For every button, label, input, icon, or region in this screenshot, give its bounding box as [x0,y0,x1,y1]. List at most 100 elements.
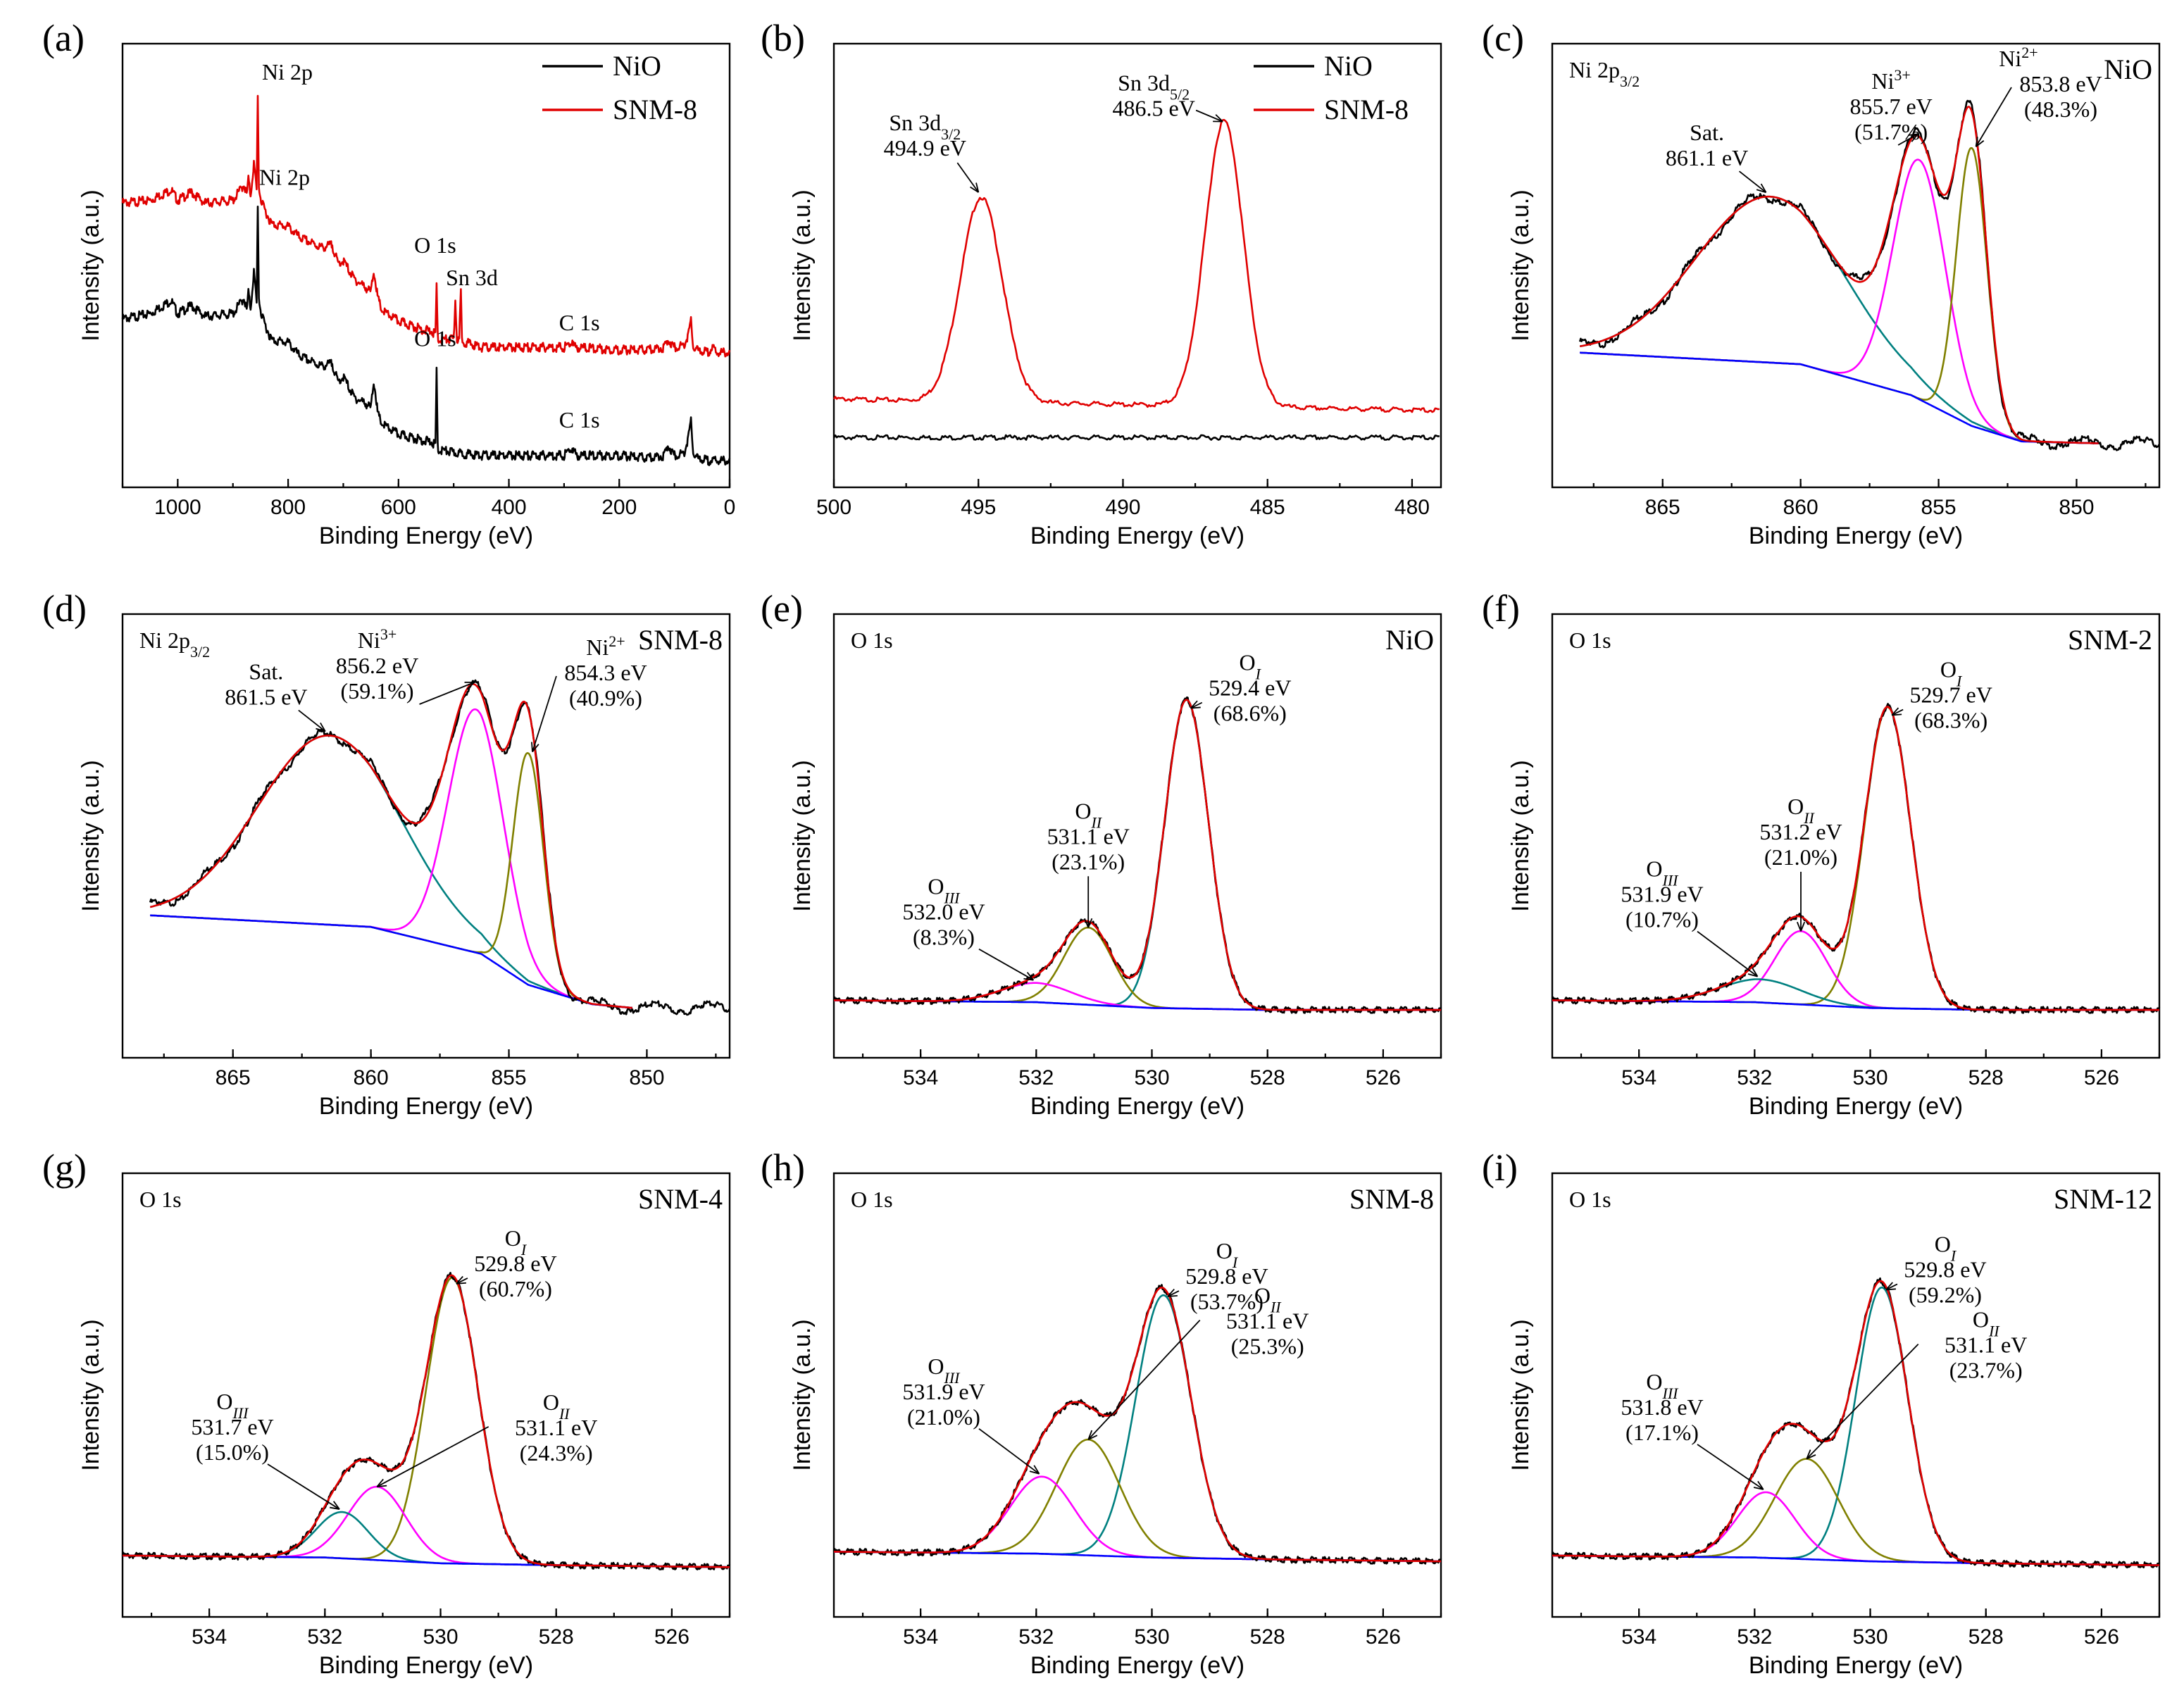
axes-frame [832,42,1442,489]
ann-oiii-arrow [978,1428,1040,1475]
ann-oi-value: 529.7 eV [1909,682,1992,708]
ann-o1s-snm8: O 1s [414,232,456,258]
ann-oiii-arrow-head [1023,972,1035,981]
x-tick-label: 526 [2084,1625,2119,1649]
panel-letter: (f) [1482,587,1520,630]
component-Sat. [1579,195,2099,444]
axes-frame [121,613,731,1059]
y-axis-label: Intensity (a.u.) [1507,1319,1534,1470]
axes-frame [832,1172,1442,1618]
ann-sat-value: 861.5 eV [225,685,307,710]
x-tick-label: 534 [192,1625,227,1649]
sample-label: NiO [1385,624,1434,656]
ann-oi-percent: (59.2%) [1909,1282,1982,1307]
fit-envelope [122,1274,730,1568]
ann-ni2-arrow [1975,87,2012,147]
raw-spectrum [1551,703,2161,1014]
sample-label: SNM-12 [2054,1183,2152,1215]
x-axis-label: Binding Energy (eV) [1749,1652,1963,1679]
ann-ni3-arrow [1897,133,1918,146]
panel-h: 534 532 530 528 526 Binding Energy (eV) Intens… [761,1146,1442,1679]
component-Ni2+ [1580,146,2099,444]
series-NiO [121,206,731,466]
ann-oii-arrow [1087,1319,1201,1440]
x-tick-label: 485 [1250,496,1285,519]
panel-letter: (i) [1482,1146,1518,1189]
x-tick-label: 600 [381,496,416,519]
ann-sn3d52-arrow-head [1213,114,1223,123]
ann-sn3d52-value: 486.5 eV [1112,96,1194,121]
region-label: Ni 2p3/2 [1569,57,1640,90]
ann-sat-label: Sat. [249,659,283,685]
ann-oi-label: OI [1940,657,1963,690]
x-tick-label: 528 [539,1625,574,1649]
x-axis-label: Binding Energy (eV) [319,1093,533,1120]
x-axis-label: Binding Energy (eV) [1749,523,1963,549]
panel-letter: (d) [42,587,87,630]
ann-oii-label: OII [1973,1307,2000,1340]
component-OI [833,699,1442,1011]
x-tick-label: 480 [1394,496,1430,519]
y-axis-label: Intensity (a.u.) [789,760,816,911]
ann-ni3-value: 856.2 eV [336,653,418,678]
ann-oiii-value: 531.7 eV [191,1414,273,1439]
raw-spectrum [832,696,1442,1014]
x-tick-label: 530 [1134,1066,1169,1089]
x-tick-label: 528 [1968,1066,2004,1089]
ann-c1s-nio: C 1s [559,407,600,432]
x-tick-label: 526 [1366,1066,1401,1089]
ann-ni2-arrow [532,675,557,752]
ann-oii-arrow-head [1084,918,1093,928]
ann-oi-percent: (60.7%) [479,1276,552,1301]
ann-oi-value: 529.4 eV [1209,675,1291,701]
ann-oiii-label: OIII [1646,856,1679,889]
ann-sn3d: Sn 3d [446,265,498,290]
ann-o1s-nio: O 1s [414,326,456,351]
y-axis-label: Intensity (a.u.) [1507,760,1534,911]
component-OII [1552,1458,2160,1566]
sample-label: SNM-8 [638,624,723,656]
ann-oii-percent: (23.7%) [1949,1358,2023,1383]
x-tick-label: 530 [1852,1625,1887,1649]
x-tick-label: 530 [1852,1066,1887,1089]
ann-ni3-label: Ni3+ [358,625,397,654]
ann-oi-arrow-head [1885,1282,1896,1291]
ann-oii-label: OII [1787,794,1815,827]
ann-oi-label: OI [505,1225,528,1258]
x-tick-label: 530 [423,1625,458,1649]
ann-c1s-snm8: C 1s [559,310,600,335]
ann-oiii-label: OIII [928,874,961,907]
component-OI [1552,706,2160,1011]
ann-sat-arrow-head [316,722,326,732]
panel-f: 534 532 530 528 526 Binding Energy (eV) Intens… [1482,587,2161,1120]
x-tick-label: 1000 [154,496,201,519]
ann-ni3-percent: (59.1%) [341,678,414,704]
ann-oiii-value: 531.9 eV [902,1379,985,1404]
ann-ni2-percent: (48.3%) [2024,96,2097,122]
ann-oiii-arrow-head [330,1501,340,1510]
ann-ni3-arrow-head [464,681,475,690]
x-tick-label: 850 [629,1066,664,1089]
y-axis-label: Intensity (a.u.) [77,760,104,911]
x-tick-label: 526 [654,1625,689,1649]
panel-letter: (e) [761,587,803,630]
ann-oi-arrow [1885,1283,1898,1291]
y-axis-label: Intensity (a.u.) [1507,189,1534,341]
x-tick-label: 532 [307,1625,342,1649]
legend-label-SNM-8: SNM-8 [613,94,697,125]
ann-ni2-label: Ni2+ [1999,44,2038,72]
x-tick-label: 534 [903,1625,938,1649]
axes-frame [1551,42,2161,489]
x-tick-label: 855 [1921,496,1957,519]
x-tick-label: 400 [492,496,527,519]
ann-oiii-arrow-head [1747,968,1759,977]
x-tick-label: 860 [1783,496,1818,519]
ann-oi-arrow-head [1190,700,1201,709]
component-OIII [833,1475,1442,1563]
ann-oi-percent: (53.7%) [1190,1289,1263,1314]
ann-sat-label: Sat. [1690,120,1724,145]
panel-d: 865 860 855 850 Binding Energy (eV) Intensity… [42,587,731,1120]
x-tick-label: 528 [1250,1625,1285,1649]
x-tick-label: 800 [270,496,306,519]
ann-oiii-arrow [978,948,1034,981]
